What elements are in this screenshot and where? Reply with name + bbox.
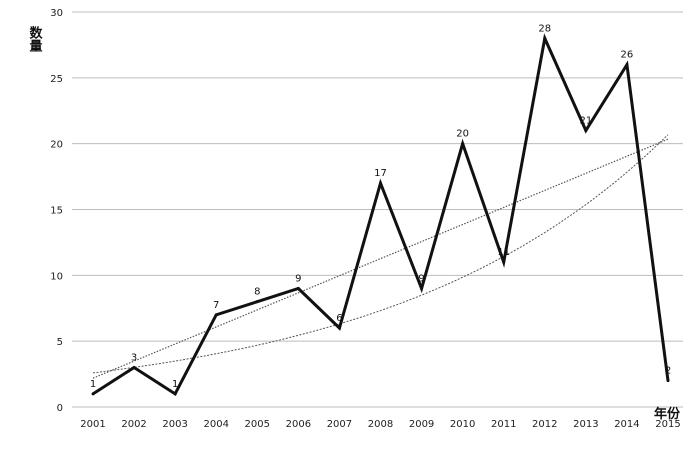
data-point [379, 181, 382, 185]
x-tick-label: 2001 [80, 419, 105, 430]
y-tick-label: 10 [50, 271, 63, 282]
y-tick-label: 15 [50, 206, 63, 217]
data-point [584, 129, 588, 132]
x-axis-label: 年份 [654, 406, 681, 422]
data-label: 9 [295, 274, 301, 285]
x-tick-label: 2010 [450, 419, 475, 430]
data-label: 3 [131, 353, 137, 364]
x-axis-ticks: 2001 2002 2003 2004 2005 2006 2007 2008 2009 2010… [80, 419, 680, 430]
y-axis-label: 数量 [27, 25, 43, 53]
data-point [461, 142, 465, 146]
data-point [255, 300, 259, 304]
y-tick-label: 30 [50, 8, 63, 19]
data-label: 26 [621, 50, 634, 61]
x-tick-label: 2007 [327, 419, 352, 430]
x-tick-label: 2006 [286, 419, 311, 430]
data-label: 8 [254, 287, 260, 298]
data-point [420, 287, 424, 290]
y-axis-ticks: 0 5 10 15 20 25 30 [50, 8, 63, 414]
x-tick-label: 2008 [368, 419, 393, 430]
x-tick-label: 2015 [655, 419, 680, 430]
x-tick-label: 2012 [532, 419, 557, 430]
x-tick-label: 2014 [614, 419, 639, 430]
data-point [132, 366, 136, 369]
data-label: 21 [579, 116, 592, 127]
x-tick-label: 2011 [491, 419, 516, 430]
y-tick-label: 20 [50, 140, 63, 151]
data-point [337, 326, 341, 330]
data-label: 9 [418, 274, 424, 285]
data-point [173, 392, 177, 396]
x-tick-label: 2005 [245, 419, 270, 430]
data-label: 20 [456, 129, 469, 140]
trendlines [92, 134, 669, 379]
x-tick-label: 2009 [409, 419, 434, 430]
data-label: 2 [665, 366, 671, 377]
data-label: 11 [497, 247, 510, 258]
y-tick-label: 0 [57, 403, 63, 414]
data-label: 17 [374, 168, 387, 179]
gridlines [72, 11, 683, 408]
data-point [666, 379, 670, 383]
data-point [296, 287, 300, 290]
x-tick-label: 2004 [203, 419, 228, 430]
data-label: 28 [538, 23, 551, 34]
series-line [92, 33, 670, 396]
data-point [214, 313, 218, 317]
y-tick-label: 25 [50, 74, 63, 85]
x-tick-label: 2013 [573, 419, 598, 430]
data-point [543, 36, 547, 40]
x-tick-label: 2002 [121, 419, 146, 430]
data-series [91, 33, 670, 396]
data-label: 7 [213, 300, 219, 311]
data-point [91, 392, 95, 396]
y-tick-label: 5 [57, 337, 63, 348]
data-label: 1 [172, 379, 178, 390]
data-point [625, 63, 629, 67]
x-tick-label: 2003 [162, 419, 187, 430]
exponential-trendline [92, 134, 669, 374]
data-label: 6 [336, 313, 342, 324]
data-point [502, 260, 506, 264]
data-label: 1 [90, 379, 96, 390]
